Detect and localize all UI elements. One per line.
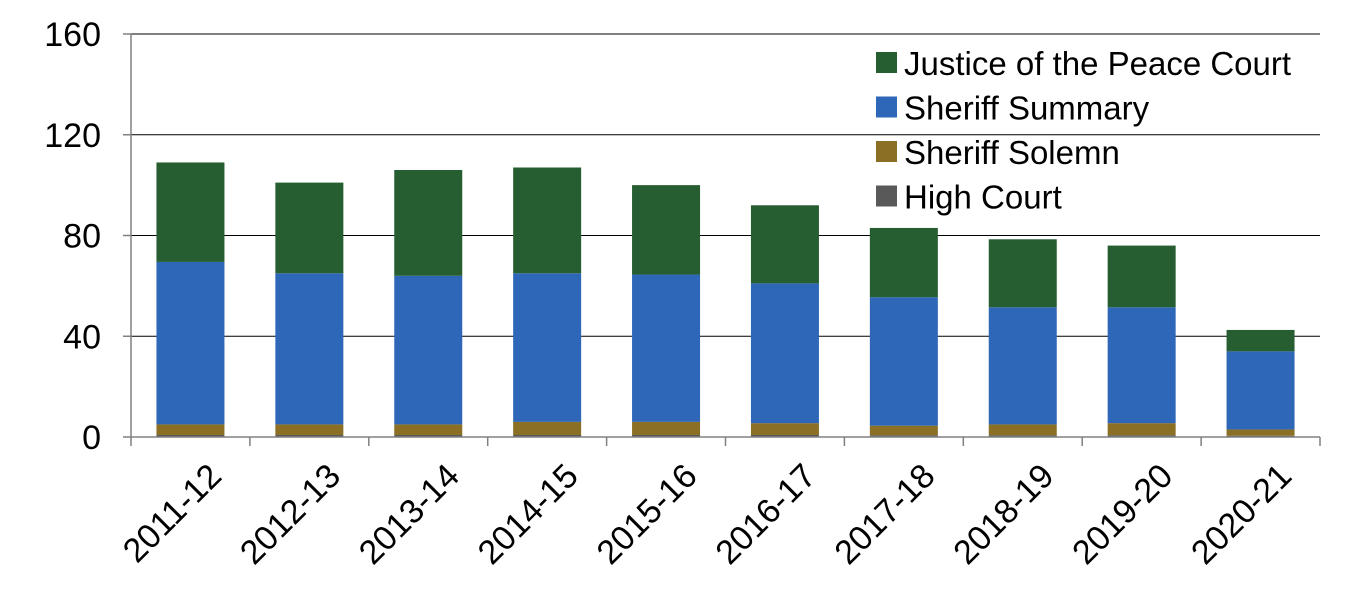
legend-label: Sheriff Solemn	[904, 134, 1120, 171]
bar-justice-of-the-peace-court-2018-19	[988, 239, 1057, 308]
x-tick-label: 2016-17	[708, 457, 823, 572]
bar-sheriff-summary-2017-18	[869, 297, 938, 426]
y-tick-label: 0	[82, 419, 101, 457]
bar-sheriff-summary-2015-16	[632, 274, 701, 422]
bar-sheriff-solemn-2015-16	[632, 421, 701, 435]
bar-high-court-2012-13	[275, 434, 344, 437]
x-tick-label: 2020-21	[1184, 457, 1299, 572]
bar-high-court-2017-18	[869, 435, 938, 437]
bar-justice-of-the-peace-court-2011-12	[156, 162, 225, 262]
bar-justice-of-the-peace-court-2019-20	[1107, 245, 1176, 308]
bar-high-court-2015-16	[632, 434, 701, 437]
bars	[156, 162, 1295, 437]
bar-justice-of-the-peace-court-2016-17	[750, 205, 819, 284]
bar-high-court-2014-15	[513, 434, 582, 437]
y-tick-label: 80	[63, 218, 101, 256]
x-tick-label: 2019-20	[1065, 457, 1180, 572]
bar-high-court-2016-17	[750, 434, 819, 437]
bar-sheriff-summary-2019-20	[1107, 307, 1176, 424]
x-tick-label: 2018-19	[946, 457, 1061, 572]
x-tick-label: 2014-15	[471, 457, 586, 572]
bar-sheriff-solemn-2012-13	[275, 424, 344, 435]
bar-sheriff-solemn-2014-15	[513, 421, 582, 435]
bar-sheriff-solemn-2011-12	[156, 424, 225, 435]
legend-label: Justice of the Peace Court	[904, 45, 1291, 82]
legend-label: Sheriff Summary	[904, 90, 1150, 127]
bar-sheriff-solemn-2013-14	[394, 424, 463, 435]
bar-justice-of-the-peace-court-2014-15	[513, 167, 582, 274]
bar-justice-of-the-peace-court-2017-18	[869, 227, 938, 298]
legend-swatch	[876, 185, 897, 207]
bar-sheriff-solemn-2020-21	[1226, 429, 1295, 436]
y-tick-label: 160	[44, 16, 101, 54]
x-tick-label: 2017-18	[827, 457, 942, 572]
x-tick-label: 2012-13	[233, 457, 348, 572]
bar-sheriff-solemn-2019-20	[1107, 423, 1176, 436]
bar-justice-of-the-peace-court-2020-21	[1226, 329, 1295, 352]
x-axis-ticks: 2011-12 2012-13 2013-14 2014-15 2015-16 2016-…	[116, 437, 1321, 572]
legend-label: High Court	[904, 179, 1062, 216]
bar-sheriff-summary-2013-14	[394, 275, 463, 425]
bar-sheriff-summary-2011-12	[156, 261, 225, 425]
legend-swatch	[876, 96, 897, 118]
bar-sheriff-summary-2012-13	[275, 273, 344, 425]
bar-sheriff-summary-2014-15	[513, 273, 582, 422]
legend-swatch	[876, 52, 897, 73]
bar-high-court-2018-19	[988, 435, 1057, 437]
y-tick-label: 120	[44, 117, 101, 155]
bar-justice-of-the-peace-court-2012-13	[275, 182, 344, 274]
bar-sheriff-solemn-2016-17	[750, 423, 819, 435]
y-axis-ticks: 0 40 80 120 160	[44, 16, 131, 457]
bar-sheriff-solemn-2018-19	[988, 424, 1057, 436]
bar-high-court-2011-12	[156, 434, 225, 437]
bar-sheriff-summary-2016-17	[750, 283, 819, 424]
bar-high-court-2013-14	[394, 434, 463, 437]
x-tick-label: 2013-14	[352, 457, 467, 572]
bar-sheriff-summary-2018-19	[988, 307, 1057, 425]
x-tick-label: 2011-12	[116, 457, 229, 570]
y-tick-label: 40	[63, 318, 101, 356]
x-tick-label: 2015-16	[590, 457, 705, 572]
legend: Justice of the Peace Court Sheriff Summar…	[876, 45, 1291, 216]
bar-sheriff-solemn-2017-18	[869, 425, 938, 436]
bar-justice-of-the-peace-court-2015-16	[632, 185, 701, 275]
bar-justice-of-the-peace-court-2013-14	[394, 170, 463, 276]
bar-high-court-2019-20	[1107, 435, 1176, 437]
bar-sheriff-summary-2020-21	[1226, 351, 1295, 430]
legend-swatch	[876, 141, 897, 162]
